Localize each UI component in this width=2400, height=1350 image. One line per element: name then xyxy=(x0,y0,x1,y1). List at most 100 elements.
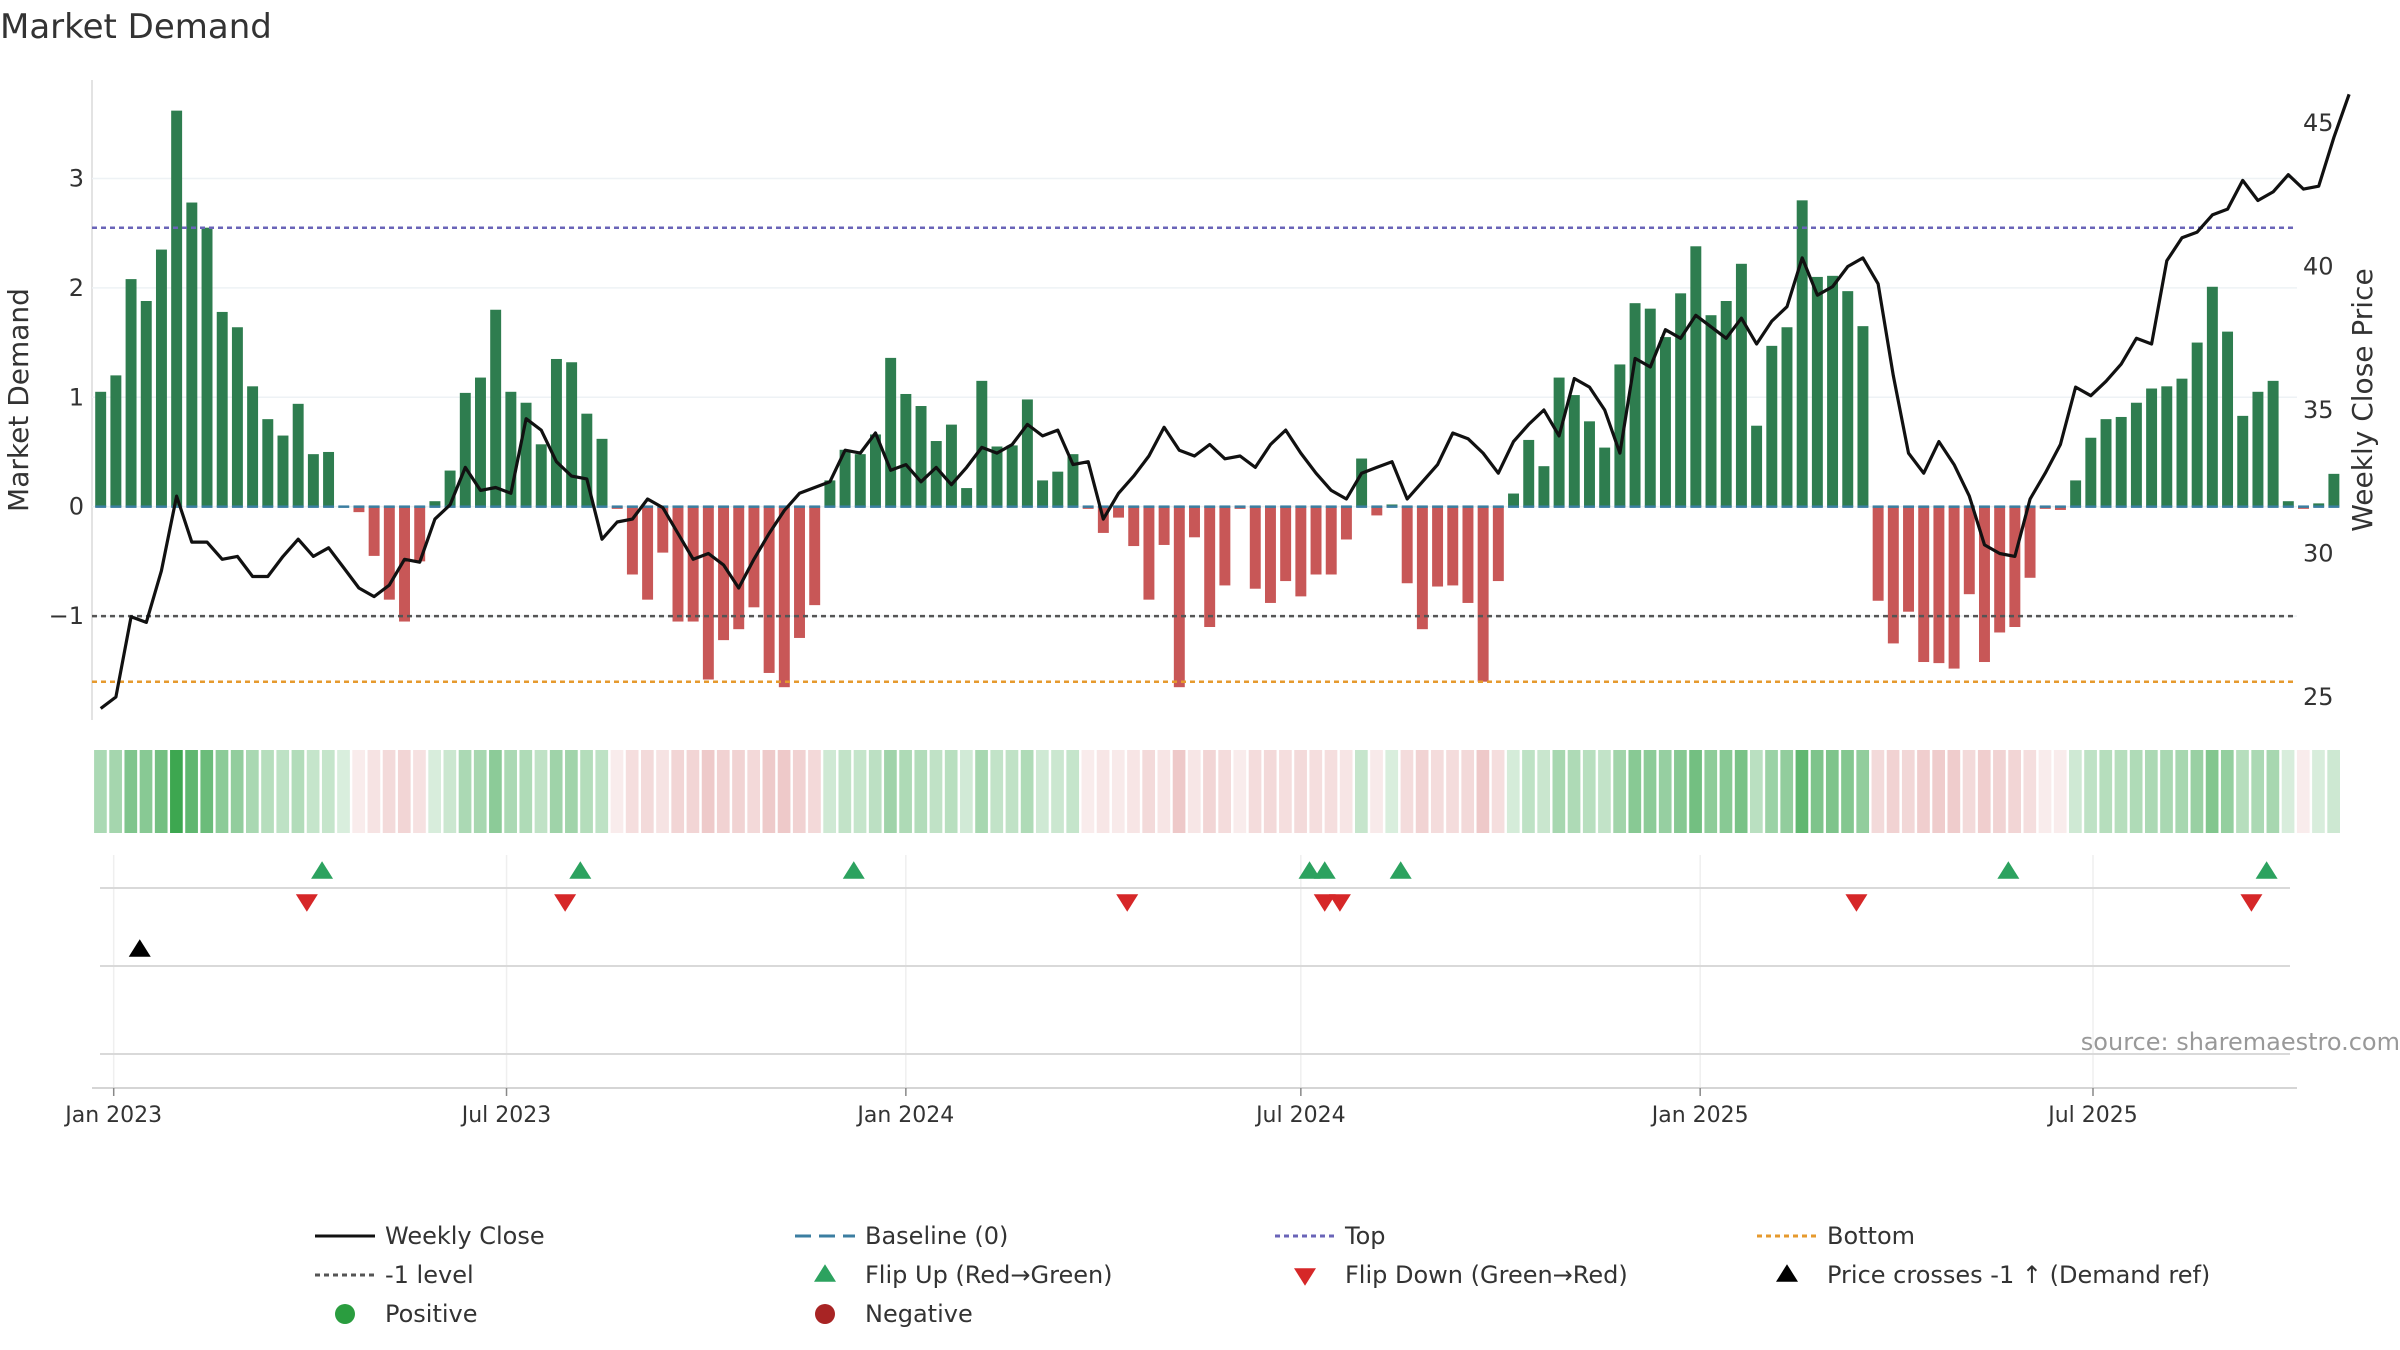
positive-demand-bar xyxy=(505,391,517,507)
positive-demand-bar xyxy=(2161,386,2173,507)
positive-demand-bar xyxy=(1644,308,1656,507)
heat-cell xyxy=(413,750,426,833)
y2-tick-label: 45 xyxy=(2303,109,2334,137)
heat-cell xyxy=(2175,750,2189,833)
positive-demand-bar xyxy=(323,451,335,507)
heat-cell xyxy=(170,750,183,833)
heat-cell xyxy=(2114,750,2128,833)
heat-cell xyxy=(565,750,578,833)
heat-cell xyxy=(1415,750,1429,833)
negative-demand-bar xyxy=(718,506,730,641)
heat-cell xyxy=(1081,750,1095,833)
source-note: source: sharemaestro.com xyxy=(2081,1028,2400,1056)
heat-cell xyxy=(549,750,563,833)
legend-circle-swatch xyxy=(815,1304,835,1324)
legend-label: Bottom xyxy=(1827,1222,1915,1250)
positive-demand-bar xyxy=(1705,315,1717,507)
y2-tick-label: 25 xyxy=(2303,683,2334,711)
positive-demand-bar xyxy=(429,501,441,507)
flip-up-marker xyxy=(569,861,592,879)
price-cross-markers xyxy=(128,939,151,957)
x-tick-label: Jan 2024 xyxy=(855,1103,954,1128)
negative-demand-bar xyxy=(1173,506,1185,688)
heat-cell xyxy=(1917,750,1930,833)
heat-cell xyxy=(1020,750,1034,833)
heat-cell xyxy=(200,750,214,833)
heat-cell xyxy=(1567,750,1581,833)
positive-demand-bar xyxy=(1584,421,1595,507)
positive-demand-bar xyxy=(1766,345,1778,507)
heat-cell xyxy=(884,750,897,833)
negative-demand-bar xyxy=(1933,506,1945,664)
heat-cell xyxy=(2129,750,2143,833)
heat-cell xyxy=(1172,750,1186,833)
negative-demand-bar xyxy=(1492,506,1504,582)
heat-cell xyxy=(1689,750,1702,833)
positive-demand-bar xyxy=(125,279,137,507)
negative-demand-bar xyxy=(1325,506,1337,575)
negative-demand-bar xyxy=(368,506,380,556)
heat-cell xyxy=(1552,750,1566,833)
heat-cell xyxy=(2266,750,2280,833)
negative-demand-bar xyxy=(1903,506,1914,612)
positive-demand-bar xyxy=(277,435,289,507)
positive-demand-bar xyxy=(1751,425,1763,507)
heat-cell xyxy=(1795,750,1809,833)
y-tick-label: 1 xyxy=(69,383,84,411)
heat-cell xyxy=(1385,750,1399,833)
negative-demand-bar xyxy=(778,506,790,688)
heat-cell xyxy=(944,750,958,833)
negative-demand-bar xyxy=(1371,506,1383,516)
negative-demand-bar xyxy=(794,506,805,638)
negative-demand-bar xyxy=(1963,506,1975,595)
heat-cell xyxy=(1598,750,1611,833)
heat-cell xyxy=(1142,750,1156,833)
positive-demand-bar xyxy=(95,391,107,507)
heat-cell xyxy=(701,750,715,833)
positive-demand-bar xyxy=(945,424,957,507)
heat-cell xyxy=(1066,750,1080,833)
heat-cell xyxy=(1780,750,1794,833)
positive-demand-bar xyxy=(2176,378,2188,507)
demand-bars xyxy=(95,110,2340,688)
chart-title: Market Demand xyxy=(0,7,272,47)
heat-cell xyxy=(1400,750,1414,833)
negative-demand-bar xyxy=(2054,506,2066,510)
heat-cell xyxy=(1582,750,1596,833)
positive-demand-bar xyxy=(885,357,897,507)
heat-cell xyxy=(762,750,776,833)
heat-cell xyxy=(838,750,852,833)
positive-demand-bar xyxy=(1735,263,1747,507)
heat-cell xyxy=(2190,750,2204,833)
negative-demand-bar xyxy=(1128,506,1140,547)
heat-cell xyxy=(1218,750,1231,833)
heat-cell xyxy=(899,750,912,833)
positive-demand-bar xyxy=(1568,395,1580,507)
positive-demand-bar xyxy=(2282,501,2294,507)
positive-demand-bar xyxy=(1857,326,1869,507)
heat-cell xyxy=(960,750,973,833)
positive-demand-bar xyxy=(824,480,836,507)
heat-cell xyxy=(2251,750,2265,833)
positive-demand-bar xyxy=(171,110,183,507)
heat-cell xyxy=(2327,750,2340,833)
heat-cell xyxy=(1810,750,1824,833)
heat-cell xyxy=(868,750,882,833)
negative-demand-bar xyxy=(626,506,638,575)
heat-cell xyxy=(246,750,259,833)
positive-demand-bar xyxy=(444,470,456,507)
negative-demand-bar xyxy=(1887,506,1899,644)
y-axis-ticks: −1 0 1 2 3 xyxy=(49,164,84,630)
heat-cell xyxy=(1461,750,1475,833)
y2-tick-label: 35 xyxy=(2303,396,2334,424)
heat-cell xyxy=(1658,750,1672,833)
heat-cell xyxy=(2281,750,2295,833)
negative-demand-bar xyxy=(1295,506,1307,597)
positive-demand-bar xyxy=(201,227,213,507)
flip-down-marker xyxy=(554,894,577,912)
heat-cell xyxy=(215,750,229,833)
heat-cell xyxy=(1962,750,1976,833)
positive-demand-bar xyxy=(1811,276,1823,507)
heat-cell xyxy=(2205,750,2219,833)
